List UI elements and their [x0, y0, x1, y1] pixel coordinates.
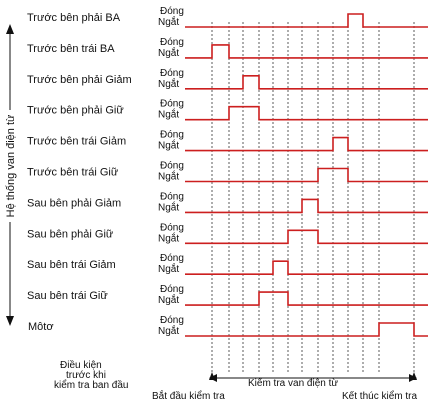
precondition-label-line2: trước khi [66, 370, 106, 381]
state-off-label: Ngắt [158, 293, 179, 306]
state-off-label: Ngắt [158, 46, 179, 59]
check-start-label: Bắt đầu kiểm tra [152, 389, 225, 402]
state-off-label: Ngắt [158, 108, 179, 121]
signal-trace [185, 229, 428, 245]
time-guides [211, 22, 415, 372]
signal-trace [185, 75, 428, 90]
state-off-label: Ngắt [158, 324, 179, 337]
check-end-label: Kết thúc kiểm tra [342, 390, 417, 402]
signal-trace [185, 136, 428, 152]
channel-label: Trước bên trái BA [27, 43, 115, 55]
state-off-label: Ngắt [158, 170, 179, 183]
state-off-label: Ngắt [158, 262, 179, 275]
signal-trace [185, 167, 428, 183]
channel-label: Môtơ [28, 321, 54, 333]
signal-trace [185, 13, 428, 28]
channel-label: Sau bên trái Giữ [27, 290, 108, 302]
state-on-label: Đóng [160, 68, 184, 79]
state-on-label: Đóng [160, 37, 184, 48]
signal-trace [185, 105, 428, 121]
group-label: Hệ thống van điện từ [5, 114, 17, 217]
signal-trace [185, 44, 428, 59]
state-off-label: Ngắt [158, 77, 179, 90]
check-middle-label: Kiểm tra van điện từ [248, 377, 338, 389]
channel-label: Trước bên trái Giảm [27, 136, 126, 148]
group-label-bg [1, 110, 19, 222]
channel-label: Trước bên phải BA [27, 12, 121, 24]
state-on-label: Đóng [160, 130, 184, 141]
channel-label: Sau bên phải Giảm [27, 197, 121, 209]
channel-label: Trước bên phải Giảm [27, 74, 132, 86]
state-on-label: Đóng [160, 161, 184, 172]
signal-trace [185, 260, 428, 275]
precondition-label-line1: Điều kiện [60, 359, 102, 371]
signal-trace [185, 322, 428, 337]
precondition-label-line3: kiểm tra ban đầu [54, 379, 129, 391]
channel-label: Trước bên phải Giữ [27, 105, 124, 117]
state-on-label: Đóng [160, 99, 184, 110]
state-on-label: Đóng [160, 222, 184, 233]
time-axis [209, 372, 417, 382]
state-on-label: Đóng [160, 315, 184, 326]
channel-label: Sau bên phải Giữ [27, 228, 114, 240]
state-on-label: Đóng [160, 284, 184, 295]
state-on-label: Đóng [160, 253, 184, 264]
signal-trace [185, 198, 428, 214]
state-off-label: Ngắt [158, 139, 179, 152]
state-off-label: Ngắt [158, 200, 179, 213]
state-off-label: Ngắt [158, 231, 179, 244]
channel-label: Sau bên trái Giảm [27, 259, 116, 271]
state-off-label: Ngắt [158, 15, 179, 28]
state-on-label: Đóng [160, 191, 184, 202]
signal-trace [185, 291, 428, 306]
state-on-label: Đóng [160, 6, 184, 17]
channel-label: Trước bên trái Giữ [27, 167, 119, 179]
